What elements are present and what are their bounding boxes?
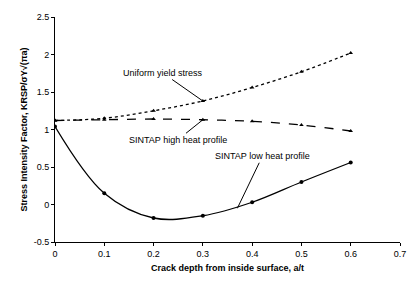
svg-text:2: 2	[44, 50, 49, 60]
svg-text:Stress Intensity Factor, KRSP/: Stress Intensity Factor, KRSP/σY√(πa)	[19, 47, 29, 211]
svg-text:0.2: 0.2	[147, 249, 160, 259]
svg-text:0.5: 0.5	[295, 249, 308, 259]
svg-text:0.1: 0.1	[98, 249, 111, 259]
svg-text:2.5: 2.5	[37, 12, 50, 22]
svg-text:1.5: 1.5	[37, 87, 50, 97]
svg-text:-0.5: -0.5	[34, 237, 50, 247]
svg-text:Uniform yield stress: Uniform yield stress	[123, 68, 203, 78]
svg-text:0.6: 0.6	[344, 249, 357, 259]
svg-text:0.3: 0.3	[197, 249, 210, 259]
svg-text:0: 0	[52, 249, 57, 259]
svg-text:0: 0	[44, 200, 49, 210]
svg-text:1: 1	[44, 125, 49, 135]
svg-text:SINTAP low heat profile: SINTAP low heat profile	[215, 151, 310, 161]
svg-text:0.5: 0.5	[37, 162, 50, 172]
svg-text:Crack depth from inside surfac: Crack depth from inside surface, a/t	[151, 263, 304, 273]
svg-text:SINTAP high heat profile: SINTAP high heat profile	[129, 135, 227, 145]
svg-text:0.4: 0.4	[246, 249, 259, 259]
svg-text:0.7: 0.7	[394, 249, 407, 259]
